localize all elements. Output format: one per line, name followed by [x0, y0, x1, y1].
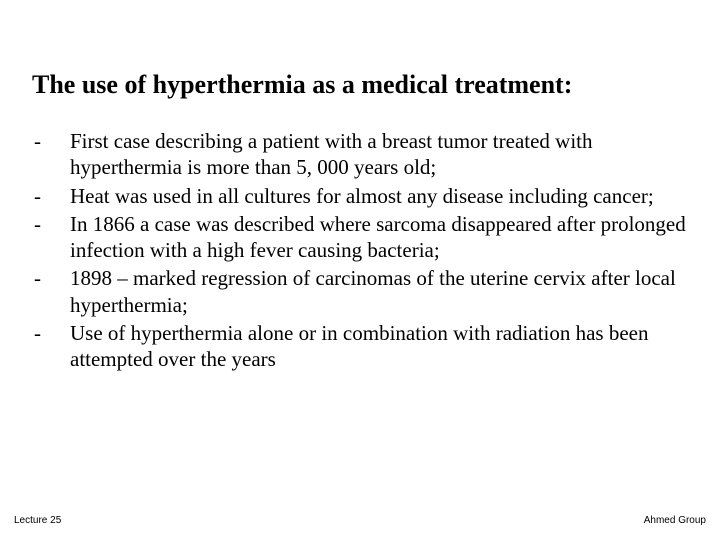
- bullet-marker: -: [32, 128, 70, 154]
- footer-right: Ahmed Group: [644, 515, 706, 526]
- footer-left: Lecture 25: [14, 515, 61, 526]
- bullet-marker: -: [32, 211, 70, 237]
- bullet-text: Use of hyperthermia alone or in combinat…: [70, 320, 688, 373]
- bullet-list: - First case describing a patient with a…: [32, 128, 688, 372]
- list-item: - In 1866 a case was described where sar…: [32, 211, 688, 264]
- list-item: - Heat was used in all cultures for almo…: [32, 183, 688, 209]
- slide-title: The use of hyperthermia as a medical tre…: [32, 70, 688, 100]
- bullet-marker: -: [32, 183, 70, 209]
- bullet-marker: -: [32, 265, 70, 291]
- bullet-marker: -: [32, 320, 70, 346]
- list-item: - 1898 – marked regression of carcinomas…: [32, 265, 688, 318]
- list-item: - Use of hyperthermia alone or in combin…: [32, 320, 688, 373]
- bullet-text: In 1866 a case was described where sarco…: [70, 211, 688, 264]
- bullet-text: First case describing a patient with a b…: [70, 128, 688, 181]
- slide-container: The use of hyperthermia as a medical tre…: [0, 0, 720, 540]
- bullet-text: Heat was used in all cultures for almost…: [70, 183, 688, 209]
- list-item: - First case describing a patient with a…: [32, 128, 688, 181]
- bullet-text: 1898 – marked regression of carcinomas o…: [70, 265, 688, 318]
